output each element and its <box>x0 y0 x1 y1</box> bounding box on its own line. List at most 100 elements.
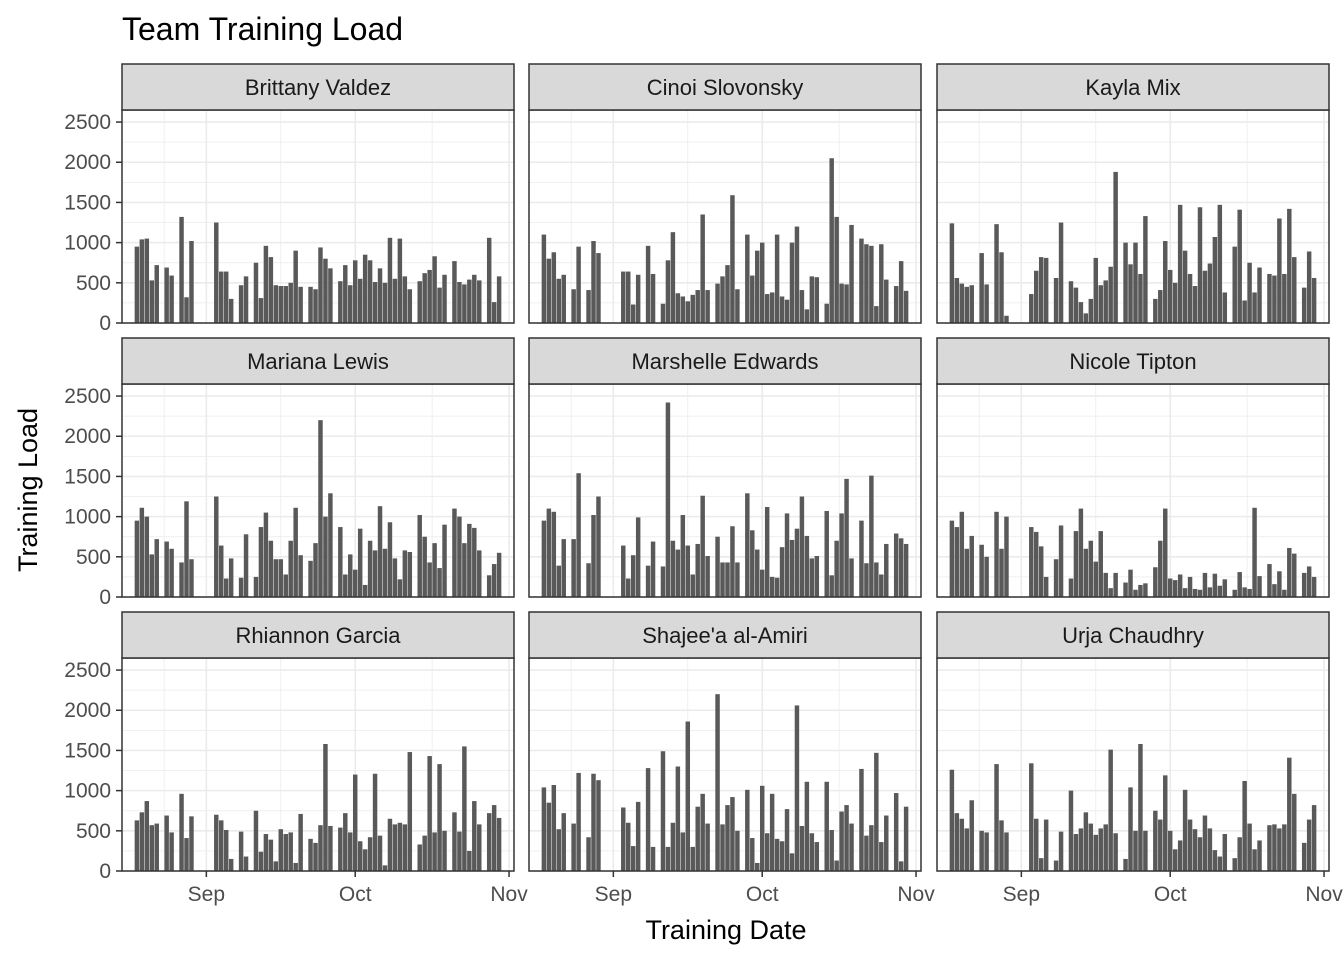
bar <box>650 846 656 871</box>
bar <box>1237 572 1242 597</box>
bar <box>169 832 174 871</box>
bar <box>1093 834 1099 871</box>
bar <box>1158 290 1163 323</box>
bar <box>1172 282 1178 323</box>
bar <box>318 825 323 871</box>
bar <box>1133 830 1138 871</box>
bar <box>680 832 686 871</box>
bar <box>774 577 780 597</box>
facet-strip <box>121 63 515 111</box>
bar <box>427 562 432 597</box>
bar <box>759 569 765 597</box>
bar <box>1123 242 1128 323</box>
bar <box>1068 281 1074 323</box>
bar <box>397 822 403 871</box>
bar <box>824 510 829 597</box>
bar <box>214 814 219 871</box>
facet-strip <box>528 611 922 659</box>
facet-strip-label: Rhiannon Garcia <box>235 623 401 648</box>
bar <box>1038 257 1044 323</box>
bar <box>1282 273 1287 323</box>
bar <box>591 515 596 597</box>
bar <box>1306 251 1312 323</box>
bar <box>884 279 889 323</box>
bar <box>491 805 497 871</box>
bar <box>1232 246 1237 323</box>
bar <box>154 823 159 871</box>
bar <box>1029 527 1034 597</box>
bar <box>223 830 229 871</box>
bar <box>477 550 482 597</box>
bar <box>1311 277 1317 323</box>
facet-strip <box>528 63 922 111</box>
bar <box>621 545 626 597</box>
bar <box>660 751 666 871</box>
bar <box>372 773 378 871</box>
bar <box>1252 507 1257 597</box>
bar <box>864 563 869 597</box>
bar <box>338 281 343 323</box>
bar <box>1143 216 1148 323</box>
bar <box>750 838 755 871</box>
bar <box>367 260 373 323</box>
bar <box>134 246 140 323</box>
bar <box>959 283 965 323</box>
bar <box>1083 548 1089 597</box>
bar <box>362 849 368 871</box>
bar <box>804 781 810 871</box>
bar <box>1292 553 1297 597</box>
x-tick-label: Sep <box>1003 883 1040 906</box>
x-tick-label: Oct <box>1154 883 1187 906</box>
bar <box>278 559 284 597</box>
bar <box>422 273 427 323</box>
x-tick-label: Nov <box>490 883 528 906</box>
bar <box>546 802 552 871</box>
x-tick-label: Sep <box>595 883 632 906</box>
bar <box>839 513 844 597</box>
bar <box>313 842 318 871</box>
bar <box>144 516 150 597</box>
bar <box>774 838 780 871</box>
bar <box>809 276 815 323</box>
bar <box>690 294 695 323</box>
bar <box>1098 531 1103 597</box>
bar <box>1177 840 1183 871</box>
bar <box>1187 819 1193 871</box>
bar <box>338 527 343 597</box>
bar <box>258 851 264 871</box>
bar <box>979 544 984 597</box>
bar <box>769 292 775 323</box>
bar <box>372 550 378 597</box>
bar <box>869 825 874 871</box>
bar <box>1083 812 1089 871</box>
bar <box>1217 585 1223 597</box>
bar <box>784 299 790 323</box>
bar <box>994 224 999 323</box>
bar <box>397 238 403 323</box>
bar <box>179 562 184 597</box>
bar <box>442 830 447 871</box>
bar <box>1292 257 1297 323</box>
bar <box>586 290 591 323</box>
bar <box>893 793 899 871</box>
bar <box>779 547 785 597</box>
bar <box>844 478 849 597</box>
bar <box>949 223 955 323</box>
bar <box>268 257 274 323</box>
bar <box>1053 277 1059 323</box>
bar <box>1058 831 1064 871</box>
bar <box>720 562 725 597</box>
bar <box>134 520 140 597</box>
bar <box>422 536 427 597</box>
bar <box>1004 516 1009 597</box>
bar <box>735 289 740 323</box>
bar <box>984 832 989 871</box>
facet-strip <box>936 611 1330 659</box>
bar <box>884 815 889 871</box>
bar <box>442 274 447 323</box>
bar <box>680 515 686 597</box>
bar <box>784 809 790 871</box>
bar <box>1153 810 1158 871</box>
bar <box>348 832 353 871</box>
bar <box>253 262 259 323</box>
